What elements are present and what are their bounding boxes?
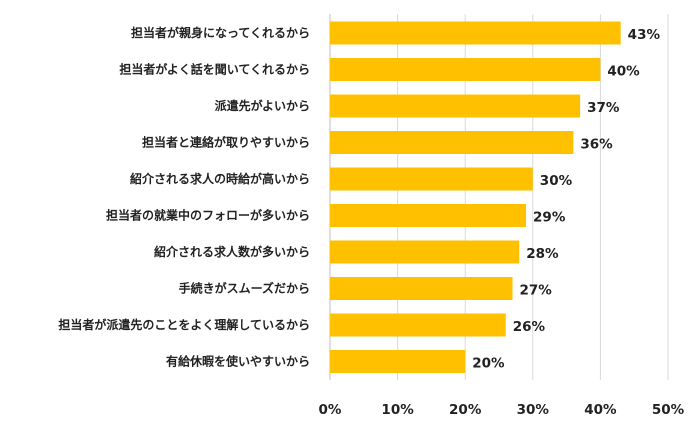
data-label: 28% bbox=[526, 246, 559, 262]
bar bbox=[330, 167, 533, 191]
data-label: 20% bbox=[472, 356, 505, 372]
data-label: 43% bbox=[628, 27, 661, 43]
data-label: 40% bbox=[607, 64, 640, 80]
data-label: 37% bbox=[587, 100, 620, 116]
x-tick-label: 40% bbox=[584, 402, 617, 418]
data-label: 30% bbox=[540, 173, 573, 189]
data-label: 29% bbox=[533, 210, 566, 226]
category-label: 紹介される求人数が多いから bbox=[154, 244, 310, 259]
bar bbox=[330, 313, 506, 337]
data-label: 27% bbox=[520, 283, 553, 299]
category-label: 担当者と連絡が取りやすいから bbox=[142, 135, 310, 150]
category-label: 紹介される求人の時給が高いから bbox=[130, 171, 310, 186]
bar bbox=[330, 131, 574, 154]
bar bbox=[330, 58, 601, 81]
category-label: 派遣先がよいから bbox=[215, 98, 310, 113]
bar bbox=[330, 240, 520, 264]
x-tick-label: 20% bbox=[449, 402, 482, 418]
x-tick-label: 10% bbox=[381, 402, 414, 418]
bar bbox=[330, 277, 513, 300]
data-label: 26% bbox=[513, 319, 546, 335]
category-label: 担当者が派遣先のことをよく理解しているから bbox=[58, 317, 310, 332]
bar bbox=[330, 204, 527, 227]
category-label: 有給休暇を使いやすいから bbox=[166, 354, 310, 369]
category-label: 担当者がよく話を聞いてくれるから bbox=[119, 62, 310, 77]
bar bbox=[330, 94, 581, 118]
x-tick-label: 0% bbox=[319, 402, 342, 418]
x-tick-label: 30% bbox=[517, 402, 550, 418]
bar bbox=[330, 21, 621, 45]
bar bbox=[330, 350, 466, 373]
category-label: 担当者の就業中のフォローが多いから bbox=[106, 208, 310, 223]
data-label: 36% bbox=[580, 137, 613, 153]
category-label: 手続きがスムーズだから bbox=[179, 281, 310, 296]
x-tick-label: 50% bbox=[652, 402, 685, 418]
category-label: 担当者が親身になってくれるから bbox=[131, 25, 310, 40]
